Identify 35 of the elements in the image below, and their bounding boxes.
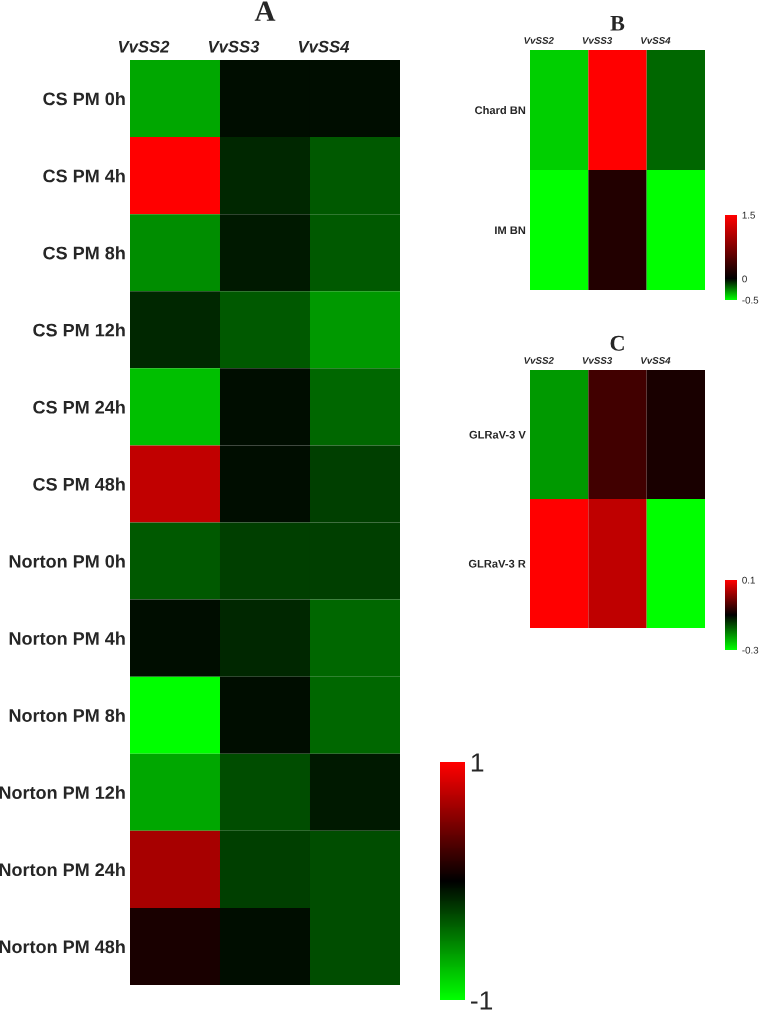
y-tick-label: Norton PM 0h [9,554,125,568]
color-bar-label: 1 [471,753,484,772]
y-tick-label: Norton PM 12h [0,785,125,800]
y-tick-label: CS PM 4h [43,169,125,183]
color-bar-label: -0.5 [742,296,759,304]
y-tick-label: CS PM 24h [33,400,125,414]
chart-title: A [254,1,276,21]
y-tick-label: CS PM 8h [43,246,125,260]
x-tick-label: VvSS3 [582,357,613,364]
x-tick-label: VvSS3 [208,40,260,53]
color-bar-label: -0.3 [742,646,759,654]
color-bar-label: -1 [471,991,493,1010]
y-tick-label: CS PM 0h [43,92,125,106]
y-tick-label: CS PM 48h [33,477,125,491]
y-tick-label: Norton PM 4h [9,631,125,645]
y-tick-label: Norton PM 24h [0,862,125,877]
x-tick-label: VvSS2 [524,357,554,364]
x-tick-label: VvSS3 [582,37,613,44]
color-bar-label: 0 [742,275,747,283]
y-tick-label: GLRaV-3 V [469,430,526,439]
y-tick-label: Chard BN [475,105,526,115]
y-tick-label: IM BN [495,226,526,235]
y-tick-label: Norton PM 48h [0,939,125,954]
color-bar-label: 1.5 [742,211,755,219]
color-bar-label: 0.1 [742,576,755,584]
x-tick-label: VvSS4 [641,37,671,44]
x-tick-label: VvSS2 [524,37,554,44]
y-tick-label: Norton PM 8h [9,708,125,722]
y-tick-label: GLRaV-3 R [468,559,526,568]
chart-title: B [610,16,625,31]
x-tick-label: VvSS4 [641,357,671,364]
y-tick-label: CS PM 12h [33,323,125,337]
chart-title: C [610,335,624,351]
x-tick-label: VvSS4 [298,40,350,53]
x-tick-label: VvSS2 [118,40,170,53]
